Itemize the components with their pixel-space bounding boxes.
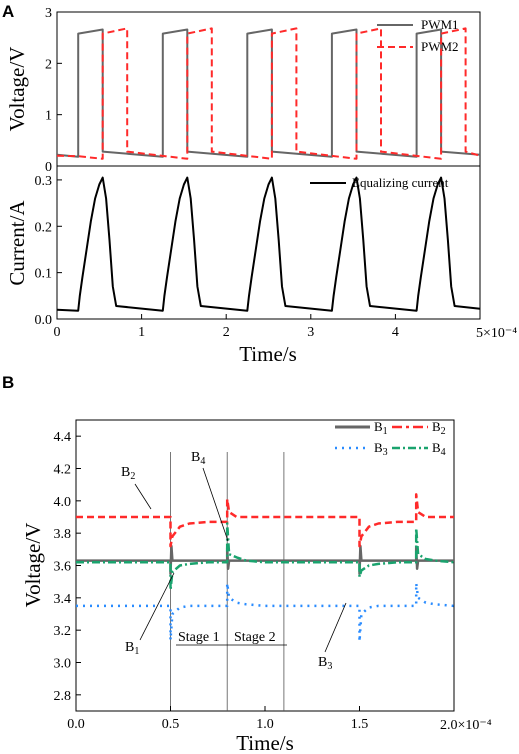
panel-b-ytick-label: 3.4 <box>54 592 72 607</box>
panel-b-xtick-label: 0.5 <box>162 717 180 732</box>
panel-b-ytick-label: 4.0 <box>54 495 72 510</box>
panel-a-top-ytick-label: 3 <box>45 6 52 21</box>
panel-b-stage-lines <box>170 452 285 711</box>
panel-a-bottom-ytick-label: 0.0 <box>35 313 53 328</box>
annotation-b1: B1 <box>125 640 139 657</box>
panel-a-bottom-legend: Equalizing current <box>310 175 449 190</box>
panel-b-series-b1 <box>76 544 454 575</box>
panel-a-top-ytick-label: 0 <box>45 160 52 175</box>
panel-a-top-legend: PWM1 PWM2 <box>377 17 459 54</box>
annotation-b4-arrow <box>202 467 229 542</box>
legend-label-b1-sub: 1 <box>383 426 388 437</box>
panel-b-xtick-label: 1.0 <box>256 717 274 732</box>
legend-label-pwm1: PWM1 <box>421 17 459 32</box>
legend-label-b1: B1 <box>374 419 388 437</box>
annotation-b2: B2 <box>121 465 135 482</box>
panel-a-bottom-xtick-label: 0 <box>54 325 61 340</box>
panel-a-bottom-xtick-label: 3 <box>307 325 314 340</box>
annotation-stage-1: Stage 1 <box>178 630 220 645</box>
panel-b-xlabel: Time/s <box>236 731 294 754</box>
panel-a-top-ytick-label: 1 <box>45 109 52 124</box>
panel-b-ytick-label: 4.2 <box>54 463 72 478</box>
panel-b-ytick-label: 3.8 <box>54 527 72 542</box>
panel-b-xtick-label: 0.0 <box>67 717 85 732</box>
legend-label-b4: B4 <box>432 440 446 458</box>
panel-a-top-ytick-label: 2 <box>45 57 52 72</box>
panel-a-bottom-plot <box>56 176 481 312</box>
legend-label-b4-sub: 4 <box>441 447 446 458</box>
panel-b-ytick-label: 2.8 <box>54 689 72 704</box>
legend-label-equalizing-current: Equalizing current <box>352 175 449 190</box>
panel-b-plot <box>76 493 455 643</box>
panel-b-ytick-label: 4.4 <box>54 430 72 445</box>
panel-b-xtick-label: 1.5 <box>351 717 369 732</box>
panel-a-bottom-ylabel: Current/A <box>5 200 29 286</box>
panel-b-legend: B1 B2 B3 B4 <box>335 419 446 458</box>
panel-a-label: A <box>2 2 14 21</box>
panel-b-label: B <box>2 373 14 392</box>
panel-b-ylabel: Voltage/V <box>21 523 45 608</box>
panel-a-bottom-ytick-label: 0.3 <box>35 174 53 189</box>
annotation-b3-arrow <box>324 602 347 653</box>
panel-a-top-ylabel: Voltage/V <box>5 47 29 132</box>
panel-b-series-b4 <box>76 522 455 592</box>
annotation-b2-sub: 2 <box>130 471 135 482</box>
panel-b-series-b2 <box>76 493 454 548</box>
legend-label-b3: B3 <box>374 440 388 458</box>
panel-b-ytick-label: 3.2 <box>54 624 72 639</box>
panel-a-top-series-pwm2 <box>56 27 481 160</box>
annotation-b3: B3 <box>318 655 332 672</box>
legend-label-b3-sub: 3 <box>383 447 388 458</box>
annotation-b2-arrow <box>134 483 152 510</box>
panel-a-bottom-xtick-label: 4 <box>392 325 399 340</box>
panel-b-ytick-label: 3.6 <box>54 560 72 575</box>
panel-b-frame <box>75 419 455 712</box>
legend-label-b2: B2 <box>432 419 446 437</box>
panel-a-xlabel: Time/s <box>239 342 297 366</box>
panel-a-bottom-ytick-label: 0.1 <box>35 267 53 282</box>
panel-b-ytick-label: 3.0 <box>54 657 72 672</box>
panel-a-bottom-series-equalizing-current <box>56 176 481 312</box>
panel-a-top-series-pwm1 <box>56 28 481 158</box>
legend-label-b2-sub: 2 <box>441 426 446 437</box>
panel-b-x-multiplier: 2.0×10⁻⁴ <box>440 718 492 733</box>
legend-label-pwm2: PWM2 <box>421 39 459 54</box>
panel-a-x-multiplier: 5×10⁻⁴ <box>476 326 517 341</box>
panel-a-bottom-ytick-label: 0.2 <box>35 220 53 235</box>
annotation-stage-2: Stage 2 <box>234 630 276 645</box>
panel-a-top-plot <box>56 27 481 160</box>
panel-a-bottom-xtick-label: 1 <box>138 325 145 340</box>
panel-a-bottom-xtick-label: 2 <box>223 325 230 340</box>
annotation-b4: B4 <box>191 450 205 467</box>
annotation-b4-sub: 4 <box>200 456 205 467</box>
annotation-b1-arrow <box>139 572 175 641</box>
panel-a-bottom-frame <box>56 165 481 320</box>
annotation-b3-sub: 3 <box>327 661 332 672</box>
annotation-b1-sub: 1 <box>134 646 139 657</box>
